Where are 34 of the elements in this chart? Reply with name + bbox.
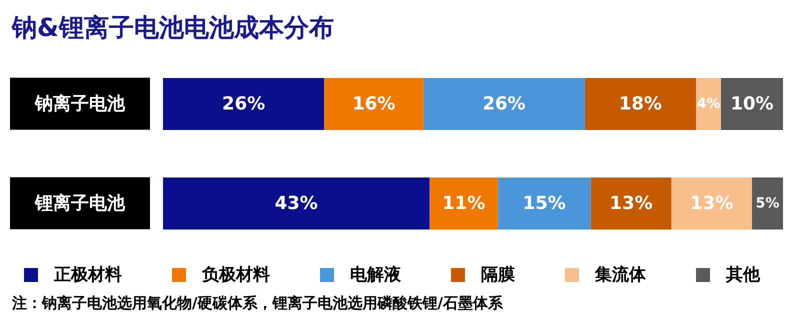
text: 注：钠离子电池选用氧化物/硬碳体系，锂离子电池选用磷酸铁锂/石墨体系 (11, 294, 504, 313)
data-label: 4% (696, 96, 720, 112)
data-label: 16% (352, 94, 396, 114)
data-label: 13% (610, 193, 653, 214)
data-label: 15% (522, 193, 566, 214)
bar (163, 78, 324, 130)
data-label: 18% (618, 94, 662, 114)
data-label: 26% (222, 94, 266, 114)
data-label: 26% (482, 94, 526, 114)
y-tick-label: 锂离子电池 (34, 192, 126, 214)
data-label: 11% (442, 193, 486, 214)
legend-label: 正极材料 (54, 264, 122, 286)
data-label: 10% (730, 94, 774, 114)
bar (696, 78, 721, 130)
bar (721, 78, 783, 130)
y-tick-label: 钠离子电池 (34, 93, 126, 114)
bar (430, 178, 498, 230)
chart-title: 钠&锂离子电池电池成本分布 (10, 12, 335, 44)
bar (423, 78, 585, 130)
legend-label: 隔膜 (481, 264, 515, 286)
bar (584, 78, 696, 130)
data-label: 13% (690, 193, 734, 214)
legend-label: 电解液 (350, 264, 401, 286)
bar (163, 178, 430, 230)
legend-label: 负极材料 (202, 264, 270, 286)
data-label: 43% (274, 193, 318, 214)
bar (752, 178, 783, 230)
legend-label: 集流体 (595, 264, 646, 286)
bar (590, 178, 672, 230)
bar (324, 78, 424, 130)
data-label: 5% (756, 196, 780, 212)
legend-label: 其他 (726, 264, 760, 286)
bar (498, 178, 591, 230)
bar (671, 178, 752, 230)
